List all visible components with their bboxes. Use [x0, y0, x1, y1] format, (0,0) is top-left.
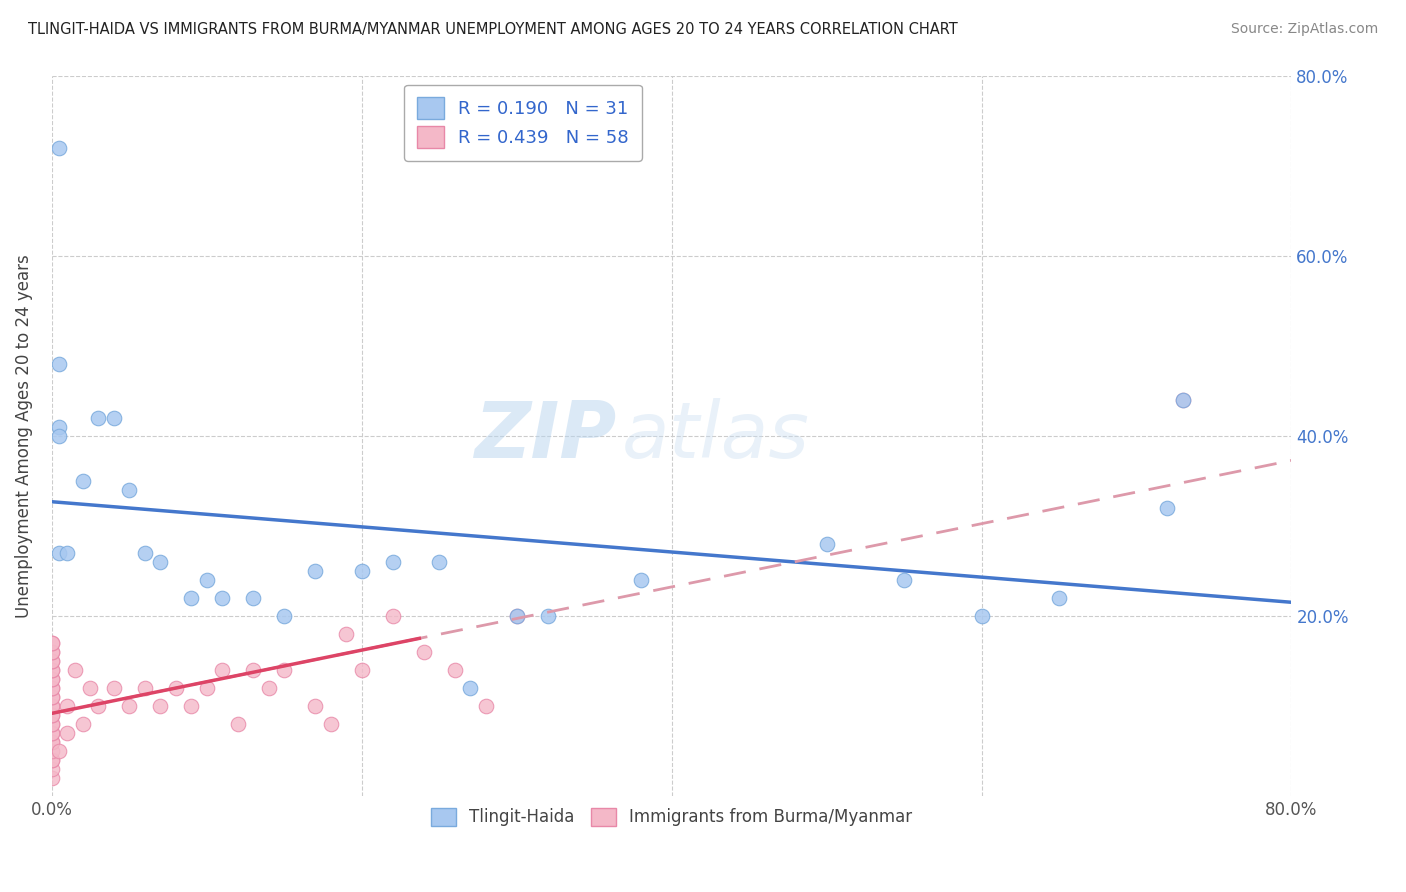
Point — [273, 663, 295, 677]
Point — [427, 555, 450, 569]
Point — [443, 663, 465, 677]
Point — [505, 609, 527, 624]
Point — [41, 726, 63, 740]
Point — [211, 591, 233, 605]
Point — [48, 744, 70, 758]
Point — [350, 663, 373, 677]
Point — [273, 609, 295, 624]
Point — [41, 717, 63, 731]
Point — [41, 690, 63, 704]
Point — [257, 681, 280, 695]
Point — [41, 654, 63, 668]
Point — [505, 609, 527, 624]
Point — [149, 698, 172, 713]
Point — [41, 681, 63, 695]
Point — [149, 555, 172, 569]
Point — [41, 681, 63, 695]
Text: Source: ZipAtlas.com: Source: ZipAtlas.com — [1230, 22, 1378, 37]
Point — [226, 717, 249, 731]
Point — [335, 627, 357, 641]
Point — [180, 698, 202, 713]
Point — [41, 771, 63, 785]
Point — [195, 681, 218, 695]
Point — [815, 537, 838, 551]
Point — [350, 564, 373, 578]
Point — [319, 717, 342, 731]
Point — [41, 708, 63, 723]
Point — [103, 410, 125, 425]
Text: ZIP: ZIP — [474, 398, 616, 474]
Point — [103, 681, 125, 695]
Point — [72, 474, 94, 488]
Point — [134, 546, 156, 560]
Point — [195, 573, 218, 587]
Point — [1156, 500, 1178, 515]
Point — [630, 573, 652, 587]
Point — [41, 698, 63, 713]
Point — [41, 663, 63, 677]
Point — [41, 753, 63, 767]
Point — [41, 735, 63, 749]
Point — [56, 698, 79, 713]
Point — [304, 564, 326, 578]
Point — [536, 609, 558, 624]
Point — [48, 140, 70, 154]
Point — [41, 690, 63, 704]
Point — [72, 717, 94, 731]
Text: atlas: atlas — [621, 398, 810, 474]
Point — [1047, 591, 1070, 605]
Point — [41, 708, 63, 723]
Point — [41, 663, 63, 677]
Point — [56, 546, 79, 560]
Point — [970, 609, 993, 624]
Point — [211, 663, 233, 677]
Point — [41, 645, 63, 659]
Point — [118, 483, 141, 497]
Point — [118, 698, 141, 713]
Point — [41, 735, 63, 749]
Point — [87, 698, 110, 713]
Point — [41, 717, 63, 731]
Y-axis label: Unemployment Among Ages 20 to 24 years: Unemployment Among Ages 20 to 24 years — [15, 254, 32, 617]
Point — [41, 636, 63, 650]
Point — [412, 645, 434, 659]
Point — [134, 681, 156, 695]
Point — [304, 698, 326, 713]
Point — [893, 573, 915, 587]
Text: TLINGIT-HAIDA VS IMMIGRANTS FROM BURMA/MYANMAR UNEMPLOYMENT AMONG AGES 20 TO 24 : TLINGIT-HAIDA VS IMMIGRANTS FROM BURMA/M… — [28, 22, 957, 37]
Point — [41, 744, 63, 758]
Point — [41, 762, 63, 776]
Point — [48, 429, 70, 443]
Point — [41, 672, 63, 686]
Point — [87, 410, 110, 425]
Point — [79, 681, 101, 695]
Point — [180, 591, 202, 605]
Point — [458, 681, 481, 695]
Point — [56, 726, 79, 740]
Legend: Tlingit-Haida, Immigrants from Burma/Myanmar: Tlingit-Haida, Immigrants from Burma/Mya… — [422, 799, 921, 835]
Point — [63, 663, 86, 677]
Point — [41, 636, 63, 650]
Point — [381, 609, 404, 624]
Point — [48, 357, 70, 371]
Point — [165, 681, 187, 695]
Point — [381, 555, 404, 569]
Point — [41, 645, 63, 659]
Point — [41, 726, 63, 740]
Point — [41, 654, 63, 668]
Point — [474, 698, 496, 713]
Point — [1171, 392, 1194, 407]
Point — [41, 753, 63, 767]
Point — [242, 591, 264, 605]
Point — [41, 672, 63, 686]
Point — [48, 546, 70, 560]
Point — [41, 698, 63, 713]
Point — [48, 419, 70, 434]
Point — [1171, 392, 1194, 407]
Point — [242, 663, 264, 677]
